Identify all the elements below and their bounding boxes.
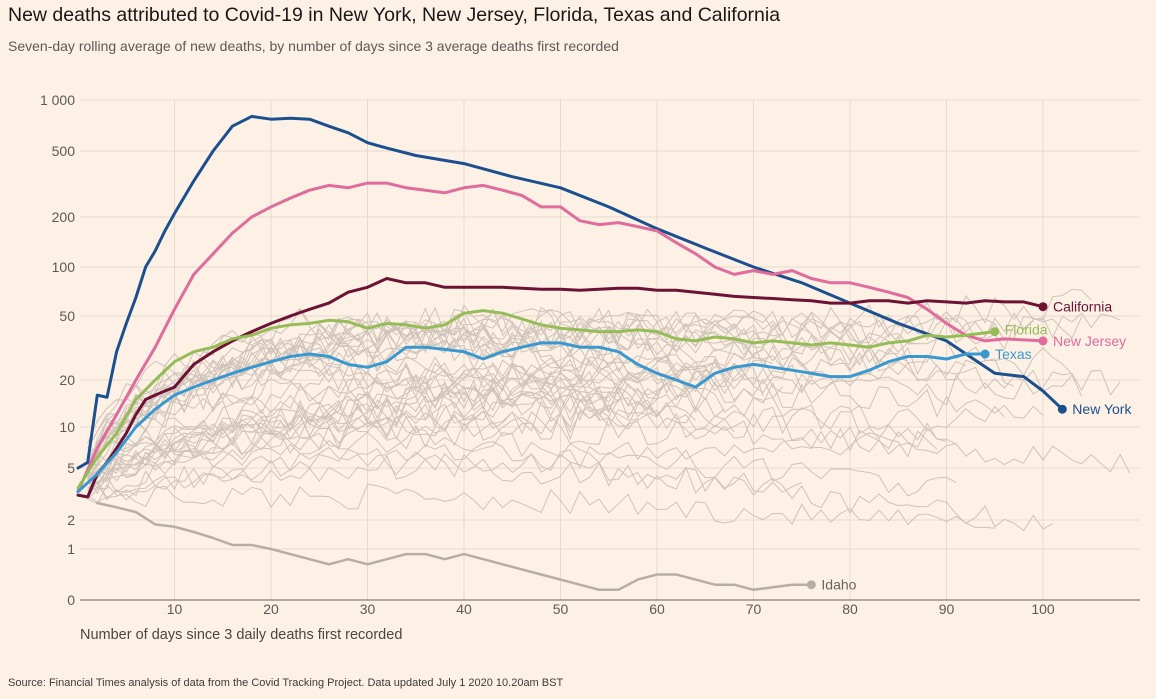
- background-lines: [87, 288, 1131, 532]
- background-state-line: [87, 483, 995, 529]
- series-line-florida: [76, 309, 997, 490]
- series-label: California: [1053, 299, 1112, 315]
- x-tick-label: 20: [263, 601, 279, 617]
- background-state-line: [87, 398, 619, 500]
- page-title: New deaths attributed to Covid-19 in New…: [8, 4, 781, 26]
- series-end-marker: [1057, 404, 1067, 414]
- x-tick-label: 10: [167, 601, 183, 617]
- x-tick-label: 30: [360, 601, 376, 617]
- series-line-california: [76, 277, 1045, 499]
- background-state-line: [87, 361, 764, 492]
- background-state-line: [87, 421, 957, 497]
- y-tick-label: 1 000: [40, 92, 75, 108]
- background-state-line: [87, 385, 609, 494]
- y-tick-label: 500: [52, 143, 76, 159]
- source-note: Source: Financial Times analysis of data…: [8, 677, 564, 689]
- background-state-line: [87, 403, 639, 485]
- series-line-texas: [76, 341, 987, 494]
- background-state-line: [87, 329, 841, 476]
- background-state-line: [87, 430, 938, 501]
- series-end-marker: [806, 580, 816, 590]
- background-state-line: [87, 317, 966, 475]
- series-label: Florida: [1005, 322, 1048, 338]
- background-state-line: [87, 315, 996, 478]
- background-state-line: [87, 448, 802, 500]
- series-line-new-york: [76, 114, 1064, 470]
- x-tick-label: 90: [939, 601, 955, 617]
- background-state-line: [87, 347, 773, 468]
- series-end-marker: [980, 349, 990, 359]
- x-tick-label: 60: [649, 601, 665, 617]
- series-label: Texas: [995, 346, 1032, 362]
- series-end-marker: [1038, 336, 1048, 346]
- y-tick-label: 20: [59, 372, 75, 388]
- y-tick-label: 1: [67, 541, 75, 557]
- x-tick-label: 40: [456, 601, 472, 617]
- series-end-marker: [990, 327, 1000, 337]
- x-tick-label: 80: [842, 601, 858, 617]
- y-tick-label: 0: [67, 592, 75, 608]
- background-state-line: [87, 308, 1044, 449]
- series-end-marker: [1038, 302, 1048, 312]
- x-axis-title: Number of days since 3 daily deaths firs…: [80, 627, 402, 643]
- y-tick-label: 5: [67, 460, 75, 476]
- y-tick-label: 10: [59, 419, 75, 435]
- series-label: New York: [1072, 401, 1132, 417]
- y-tick-label: 50: [59, 308, 75, 324]
- background-state-line: [87, 440, 1053, 532]
- background-state-line: [87, 404, 1005, 494]
- y-tick-label: 200: [52, 209, 76, 225]
- x-tick-label: 50: [553, 601, 569, 617]
- background-state-line: [87, 358, 1015, 495]
- background-state-line: [87, 409, 957, 480]
- series-labels: New York New Jersey California Florida Texas…: [806, 299, 1132, 593]
- series-lines: [76, 114, 1064, 592]
- series-label: New Jersey: [1053, 333, 1126, 349]
- y-tick-label: 100: [52, 259, 76, 275]
- background-state-line: [87, 375, 706, 498]
- series-label: Idaho: [821, 577, 856, 593]
- background-state-line: [87, 321, 687, 455]
- background-state-line: [87, 307, 899, 444]
- x-tick-label: 100: [1031, 601, 1055, 617]
- series-line-idaho: [96, 501, 813, 592]
- page-subtitle: Seven-day rolling average of new deaths,…: [8, 38, 619, 54]
- y-tick-label: 2: [67, 512, 75, 528]
- series-line-new-jersey: [76, 181, 1045, 494]
- x-tick-label: 70: [746, 601, 762, 617]
- background-state-line: [87, 308, 1073, 480]
